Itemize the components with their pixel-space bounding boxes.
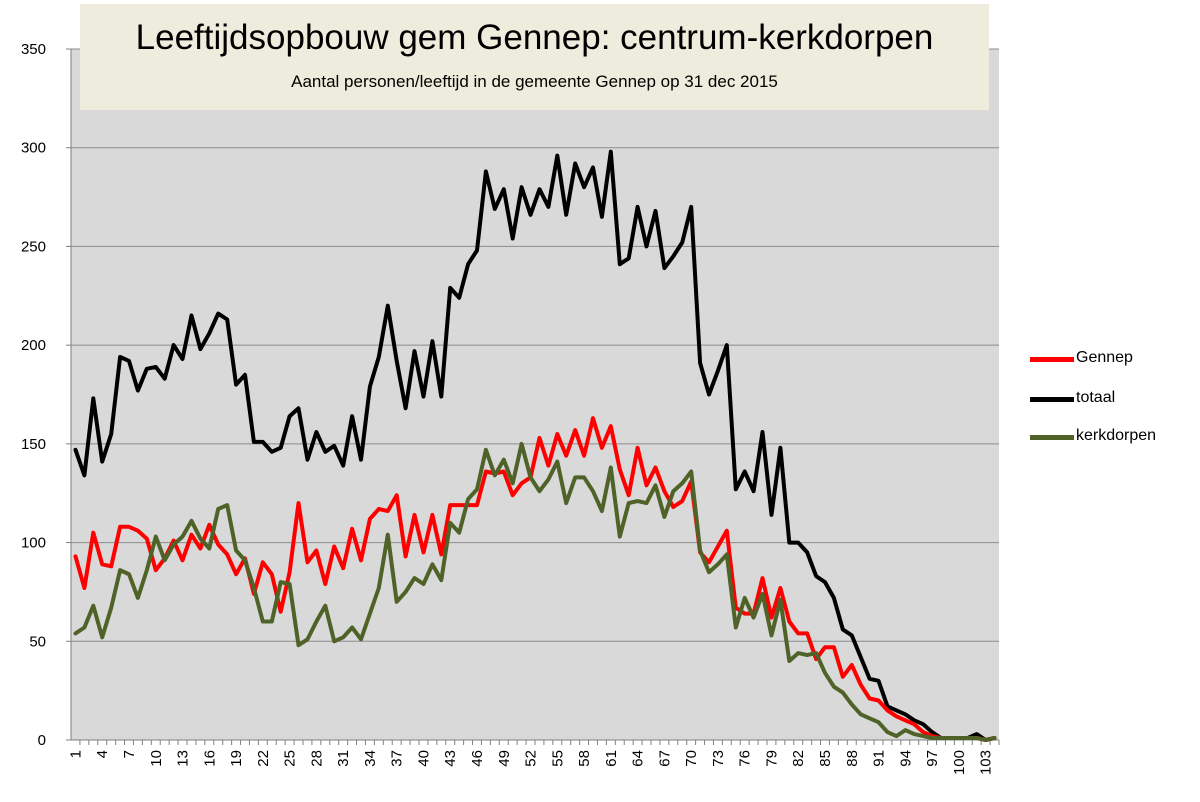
- x-tick-label: 46: [469, 750, 486, 767]
- x-tick-label: 4: [94, 750, 111, 758]
- legend-swatch-totaal: [1030, 397, 1074, 402]
- x-tick-label: 16: [201, 750, 218, 767]
- y-tick-label: 200: [21, 337, 46, 354]
- x-tick-label: 31: [335, 750, 352, 767]
- y-tick-label: 300: [21, 140, 46, 157]
- x-tick-label: 10: [148, 750, 165, 767]
- title-box: Leeftijdsopbouw gem Gennep: centrum-kerk…: [80, 4, 989, 110]
- x-tick-label: 28: [308, 750, 325, 767]
- series-line-totaal: [73, 149, 997, 742]
- legend-label-kerkdorpen: kerkdorpen: [1076, 427, 1157, 444]
- x-tick-label: 34: [362, 750, 379, 767]
- series-line-kerkdorpen: [73, 441, 997, 742]
- x-tick-label: 61: [603, 750, 620, 767]
- x-tick-label: 13: [175, 750, 192, 767]
- x-tick-label: 52: [523, 750, 540, 767]
- x-tick-label: 64: [630, 750, 647, 767]
- legend-item-gennep: Gennep: [1028, 348, 1198, 370]
- y-tick-label: 100: [21, 535, 46, 552]
- legend: Gennep totaal kerkdorpen: [1028, 342, 1198, 462]
- x-tick-label: 43: [442, 750, 459, 767]
- x-tick-label: 70: [683, 750, 700, 767]
- x-tick-label: 82: [790, 750, 807, 767]
- x-tick-label: 88: [844, 750, 861, 767]
- y-tick-label: 0: [38, 732, 46, 749]
- y-tick-label: 350: [21, 41, 46, 58]
- legend-label-gennep: Gennep: [1076, 349, 1133, 366]
- x-tick-label: 58: [576, 750, 593, 767]
- x-tick-label: 103: [978, 750, 995, 775]
- x-tick-label: 100: [951, 750, 968, 775]
- x-tick-label: 55: [549, 750, 566, 767]
- x-tick-label: 7: [121, 750, 138, 758]
- x-tick-label: 25: [282, 750, 299, 767]
- legend-item-totaal: totaal: [1028, 388, 1198, 410]
- x-tick-label: 40: [415, 750, 432, 767]
- x-tick-label: 49: [496, 750, 513, 767]
- x-tick-label: 22: [255, 750, 272, 767]
- series-line-gennep: [73, 416, 997, 742]
- plot-area: [71, 49, 999, 740]
- legend-item-kerkdorpen: kerkdorpen: [1028, 426, 1198, 448]
- y-tick-label: 50: [29, 633, 46, 650]
- chart-title: Leeftijdsopbouw gem Gennep: centrum-kerk…: [135, 18, 934, 57]
- legend-swatch-kerkdorpen: [1030, 435, 1074, 440]
- x-tick-label: 37: [389, 750, 406, 767]
- x-tick-label: 1: [67, 750, 84, 758]
- x-tick-label: 19: [228, 750, 245, 767]
- x-tick-label: 97: [924, 750, 941, 767]
- chart-subtitle: Aantal personen/leeftijd in de gemeente …: [291, 72, 778, 91]
- x-tick-label: 85: [817, 750, 834, 767]
- legend-label-totaal: totaal: [1076, 389, 1116, 406]
- x-tick-label: 76: [737, 750, 754, 767]
- y-tick-label: 150: [21, 436, 46, 453]
- x-tick-label: 79: [763, 750, 780, 767]
- x-tick-label: 91: [871, 750, 888, 767]
- x-tick-label: 73: [710, 750, 727, 767]
- y-tick-label: 250: [21, 238, 46, 255]
- legend-swatch-gennep: [1030, 357, 1074, 362]
- x-tick-label: 94: [897, 750, 914, 767]
- x-tick-label: 67: [656, 750, 673, 767]
